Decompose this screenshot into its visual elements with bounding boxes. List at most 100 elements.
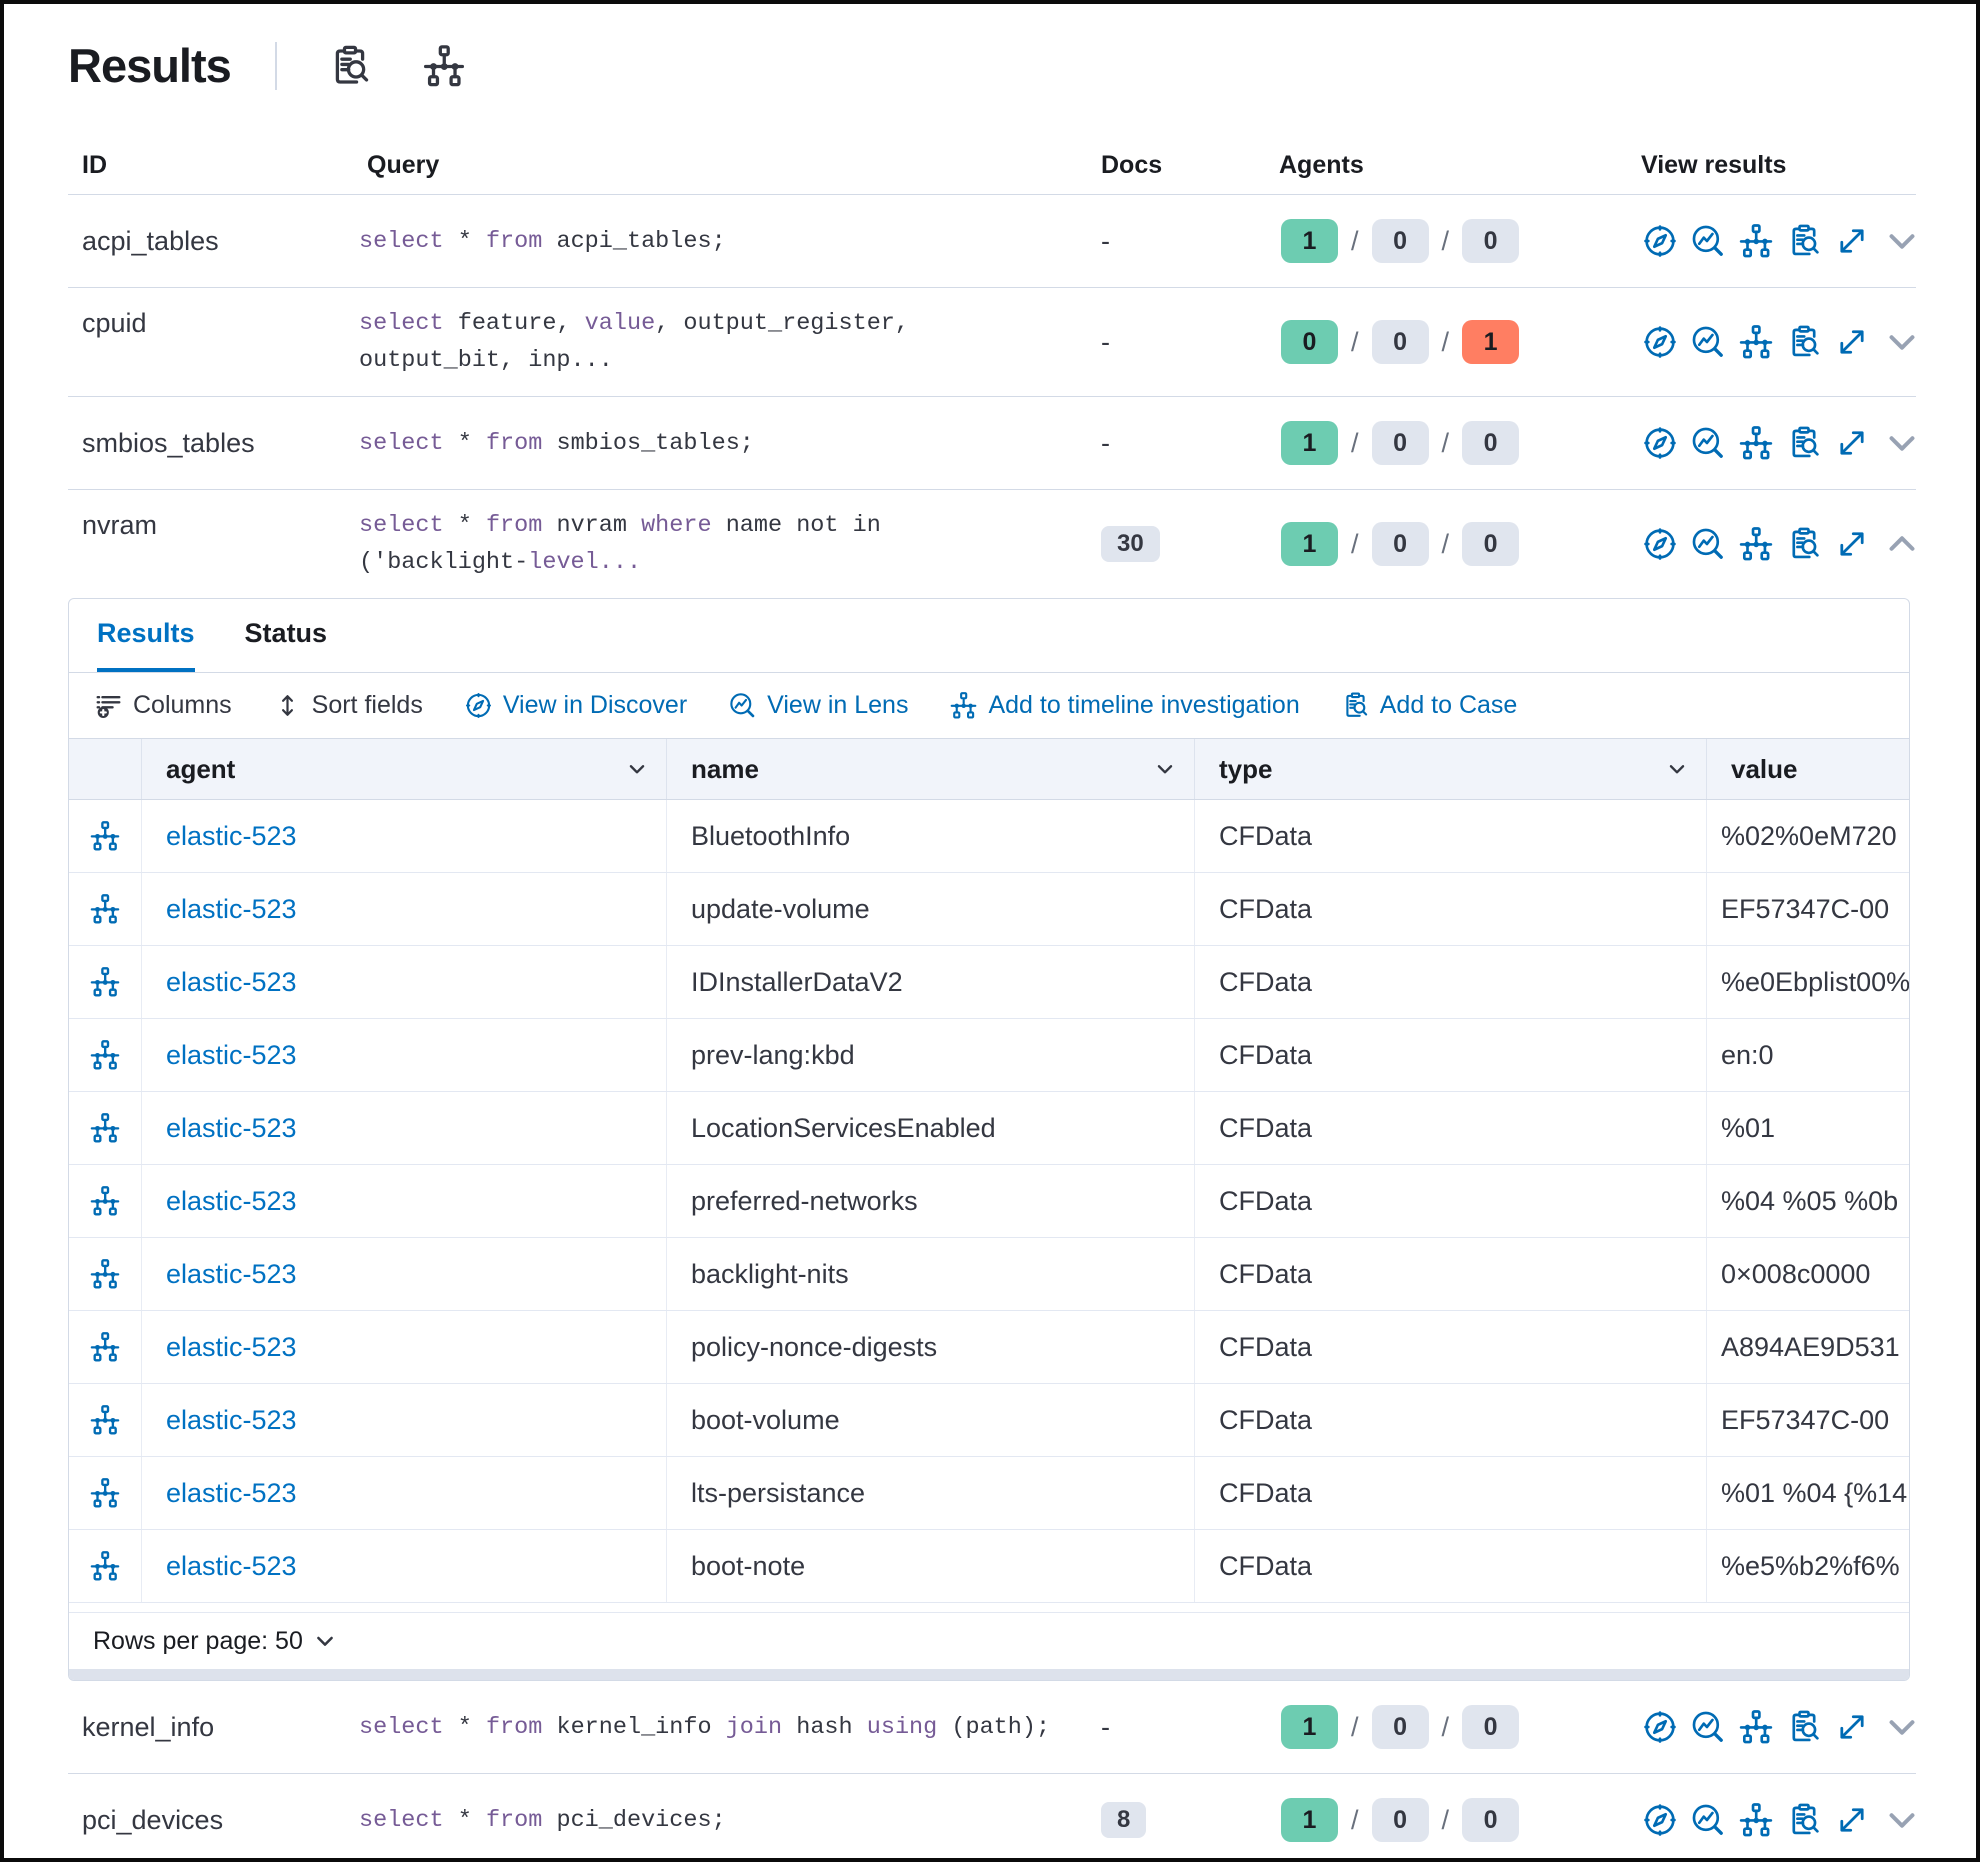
inspect-icon[interactable] — [1787, 426, 1821, 460]
timeline-icon[interactable] — [90, 1405, 120, 1435]
agent-cell: elastic-523 — [142, 946, 667, 1018]
chevron-down-icon[interactable] — [1883, 222, 1921, 260]
timeline-icon[interactable] — [90, 821, 120, 851]
expand-icon[interactable] — [1835, 224, 1869, 258]
grid-column-header-agent[interactable]: agent — [142, 739, 667, 799]
discover-icon[interactable] — [1643, 426, 1677, 460]
value-cell: EF57347C-00 — [1721, 1404, 1890, 1435]
agent-link[interactable]: elastic-523 — [166, 1477, 297, 1508]
toolbar-label: Sort fields — [311, 691, 423, 719]
discover-icon[interactable] — [1643, 224, 1677, 258]
timeline-icon[interactable] — [90, 1186, 120, 1216]
timeline-icon[interactable] — [90, 1332, 120, 1362]
agent-link[interactable]: elastic-523 — [166, 1112, 297, 1143]
grid-row: elastic-523 policy-nonce-digests CFData A89… — [69, 1311, 1909, 1384]
agent-count-badge-gray: 0 — [1371, 421, 1429, 465]
agent-link[interactable]: elastic-523 — [166, 1404, 297, 1435]
chevron-down-icon[interactable] — [626, 758, 648, 780]
grid-column-header-name[interactable]: name — [667, 739, 1195, 799]
tab-results[interactable]: Results — [97, 599, 195, 672]
timeline-icon[interactable] — [423, 45, 465, 87]
timeline-icon[interactable] — [1739, 1803, 1773, 1837]
sql-keyword: from — [485, 429, 543, 457]
toolbar-view-in-discover[interactable]: View in Discover — [465, 691, 687, 720]
timeline-icon[interactable] — [1739, 527, 1773, 561]
type-cell: CFData — [1195, 946, 1707, 1018]
name-cell: update-volume — [667, 873, 1195, 945]
timeline-icon[interactable] — [90, 1551, 120, 1581]
expand-icon[interactable] — [1835, 1710, 1869, 1744]
agents-separator: / — [1441, 225, 1450, 256]
discover-icon[interactable] — [1643, 527, 1677, 561]
agent-link[interactable]: elastic-523 — [166, 893, 297, 924]
column-header-docs: Docs — [1101, 151, 1163, 179]
toolbar-view-in-lens[interactable]: View in Lens — [729, 691, 908, 720]
horizontal-scrollbar[interactable] — [69, 1669, 1909, 1680]
chevron-down-icon[interactable] — [1883, 323, 1921, 361]
title-icons — [329, 45, 465, 87]
lens-icon[interactable] — [1691, 1710, 1725, 1744]
inspect-icon[interactable] — [1787, 527, 1821, 561]
expand-icon[interactable] — [1835, 426, 1869, 460]
timeline-icon[interactable] — [1739, 325, 1773, 359]
agent-link[interactable]: elastic-523 — [166, 1039, 297, 1070]
expand-icon[interactable] — [1835, 325, 1869, 359]
toolbar-add-to-case[interactable]: Add to Case — [1342, 691, 1517, 720]
agent-link[interactable]: elastic-523 — [166, 1185, 297, 1216]
discover-icon[interactable] — [1643, 1803, 1677, 1837]
chevron-down-icon[interactable] — [313, 1629, 337, 1653]
agent-link[interactable]: elastic-523 — [166, 1550, 297, 1581]
tab-status[interactable]: Status — [244, 618, 328, 648]
timeline-icon[interactable] — [90, 967, 120, 997]
timeline-icon[interactable] — [90, 1113, 120, 1143]
timeline-icon[interactable] — [1739, 224, 1773, 258]
timeline-icon[interactable] — [90, 1259, 120, 1289]
sql-keyword: using — [866, 1713, 938, 1741]
rows-per-page-label[interactable]: Rows per page: 50 — [93, 1626, 303, 1655]
lens-icon[interactable] — [1691, 1803, 1725, 1837]
inspect-icon[interactable] — [329, 45, 371, 87]
agent-cell: elastic-523 — [142, 1092, 667, 1164]
expand-icon[interactable] — [1835, 527, 1869, 561]
agent-link[interactable]: elastic-523 — [166, 966, 297, 997]
discover-icon[interactable] — [1643, 1710, 1677, 1744]
expand-icon[interactable] — [1835, 1803, 1869, 1837]
timeline-icon[interactable] — [1739, 1710, 1773, 1744]
toolbar-sort-fields[interactable]: Sort fields — [274, 691, 423, 720]
chevron-up-icon[interactable] — [1883, 525, 1921, 563]
view-results-cell — [1633, 222, 1921, 260]
columns-icon — [95, 692, 122, 719]
timeline-icon[interactable] — [90, 894, 120, 924]
discover-icon[interactable] — [1643, 325, 1677, 359]
toolbar-add-to-timeline-investigation[interactable]: Add to timeline investigation — [950, 691, 1300, 720]
lens-icon[interactable] — [1691, 325, 1725, 359]
inspect-icon[interactable] — [1787, 325, 1821, 359]
sql-text: nvram — [542, 512, 642, 539]
sql-text: smbios_tables; — [542, 429, 754, 457]
lens-icon[interactable] — [1691, 426, 1725, 460]
chevron-down-icon[interactable] — [1883, 1801, 1921, 1839]
inspect-icon[interactable] — [1787, 224, 1821, 258]
timeline-icon[interactable] — [90, 1040, 120, 1070]
docs-cell: - — [1093, 428, 1271, 459]
chevron-down-icon[interactable] — [1154, 758, 1176, 780]
timeline-icon[interactable] — [90, 1478, 120, 1508]
chevron-down-icon[interactable] — [1883, 424, 1921, 462]
agent-count-badge-gray: 0 — [1462, 1705, 1520, 1749]
agent-link[interactable]: elastic-523 — [166, 820, 297, 851]
type-cell: CFData — [1195, 873, 1707, 945]
chevron-down-icon[interactable] — [1883, 1708, 1921, 1746]
timeline-icon[interactable] — [1739, 426, 1773, 460]
lens-icon[interactable] — [1691, 224, 1725, 258]
inspect-icon[interactable] — [1787, 1803, 1821, 1837]
agent-link[interactable]: elastic-523 — [166, 1258, 297, 1289]
toolbar-columns[interactable]: Columns — [95, 691, 232, 720]
inspect-icon[interactable] — [1787, 1710, 1821, 1744]
results-grid-body: elastic-523 BluetoothInfo CFData %02%0eM720… — [69, 800, 1909, 1603]
lens-icon[interactable] — [1691, 527, 1725, 561]
grid-column-header-type[interactable]: type — [1195, 739, 1707, 799]
agent-link[interactable]: elastic-523 — [166, 1331, 297, 1362]
chevron-down-icon[interactable] — [1666, 758, 1688, 780]
grid-column-header-value[interactable]: value — [1707, 739, 1909, 799]
grid-row: elastic-523 lts-persistance CFData %01 %04 … — [69, 1457, 1909, 1530]
